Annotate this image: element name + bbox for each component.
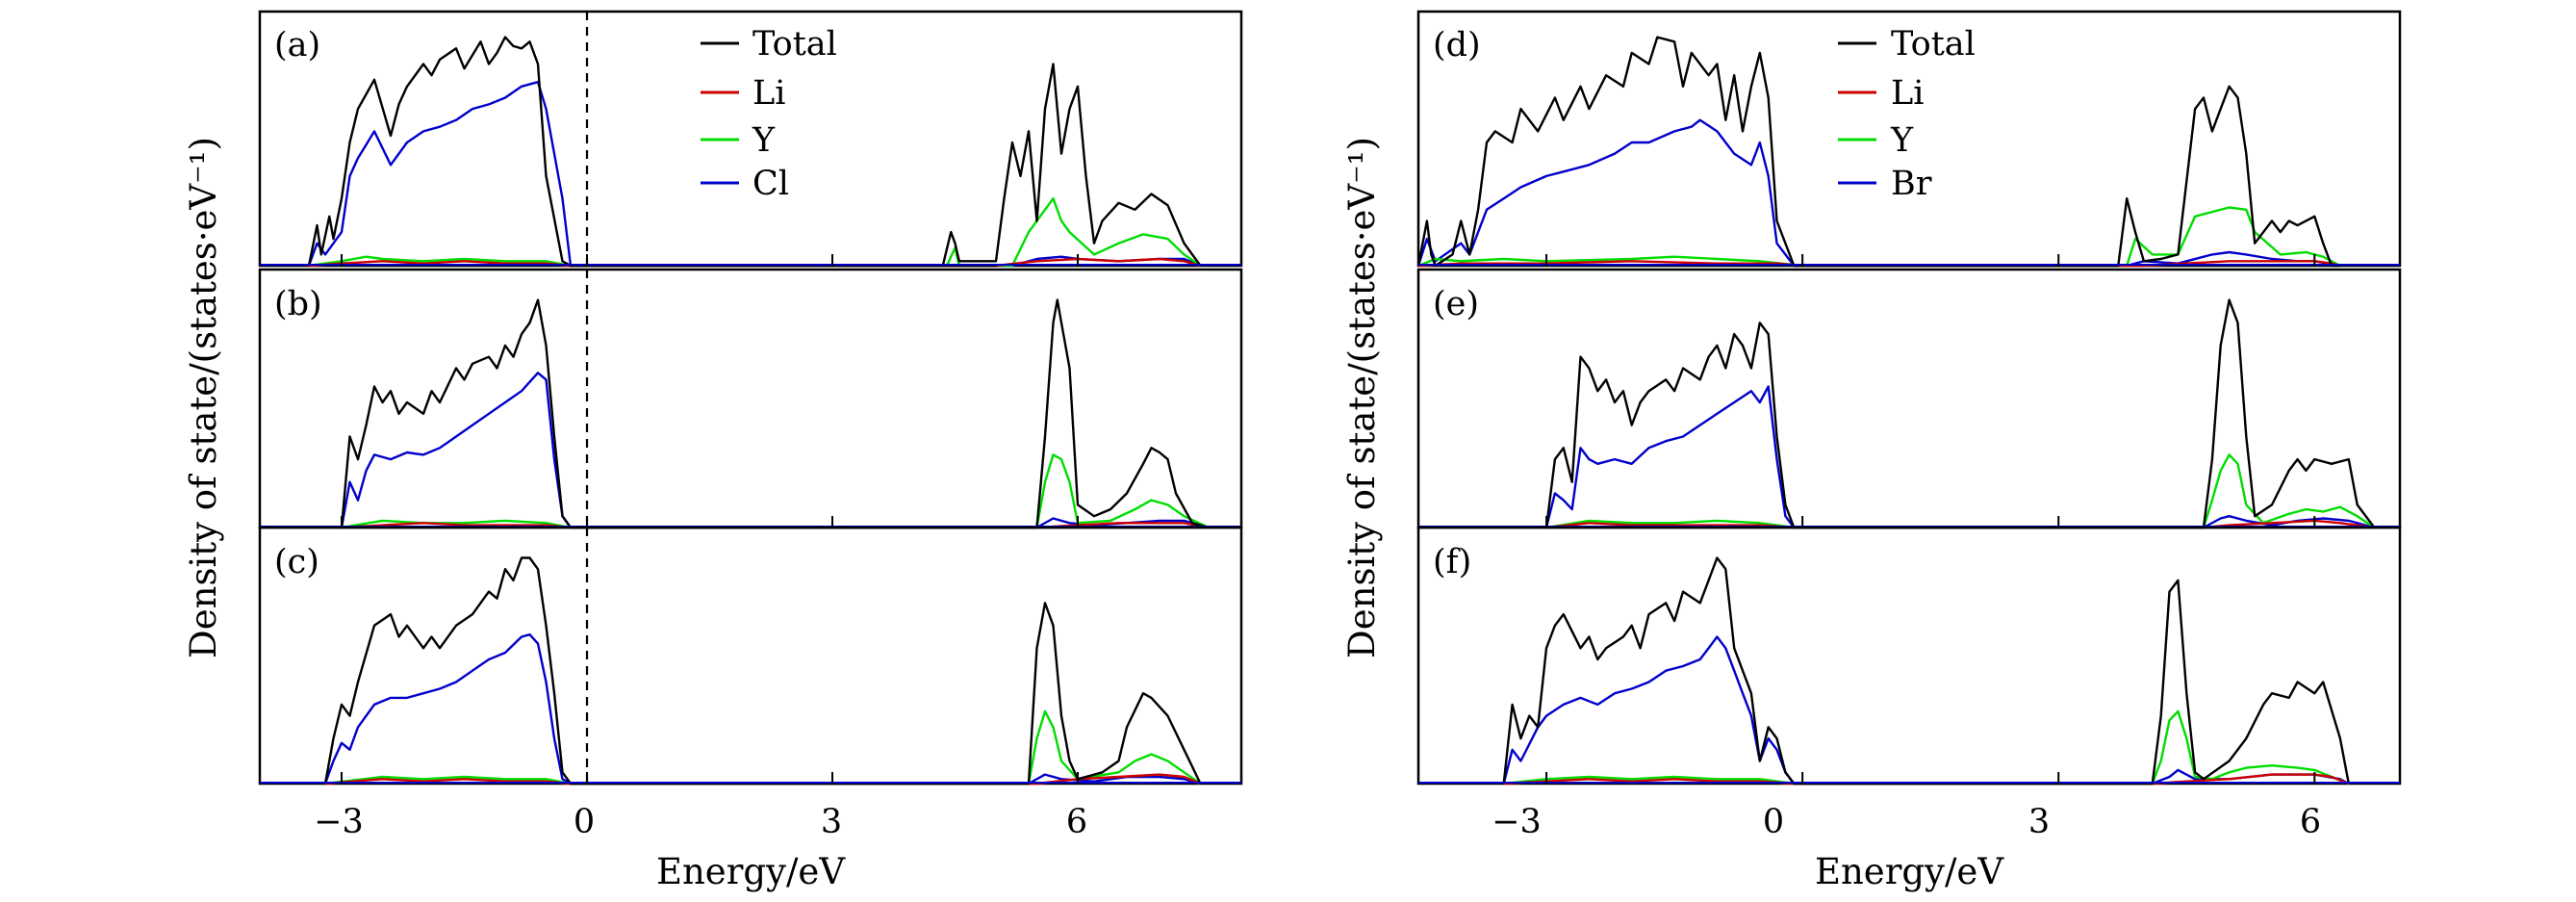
legend-label-y-right: Y (1890, 121, 1914, 160)
series-line-total-e (1544, 298, 2376, 529)
legend-label-li-right: Li (1891, 74, 1924, 113)
left-figure: (a) (b) (c) Total Li Y Cl −3 0 3 6 Energ… (183, 10, 1243, 892)
panel-c-curves (260, 528, 1241, 786)
legend-label-br: Br (1891, 165, 1932, 203)
panel-b-label: (b) (274, 285, 322, 323)
legend-label-li: Li (752, 74, 785, 113)
series-line-y-f (1503, 709, 2350, 786)
series-line-y-c (324, 709, 1202, 786)
right-x-axis-title: Energy/eV (1815, 851, 2004, 892)
panel-d-label: (d) (1433, 26, 1481, 64)
series-line-total-f (1502, 556, 2350, 786)
left-xtick-label-neg3: −3 (314, 803, 364, 841)
panel-f: (f) (1416, 526, 2402, 786)
series-line-cl-a (307, 80, 1201, 268)
series-line-y-b (341, 453, 1210, 529)
panel-e-label: (e) (1433, 285, 1479, 323)
right-xtick-label-3: 3 (2028, 803, 2050, 841)
panel-f-label: (f) (1433, 543, 1471, 581)
legend-label-total-right: Total (1891, 25, 1976, 64)
series-line-br-d (1416, 118, 2341, 268)
right-y-axis-title: Density of state/(states·eV⁻¹) (1341, 137, 1383, 658)
right-xtick-label-0: 0 (1763, 803, 1784, 841)
left-x-axis-title: Energy/eV (656, 851, 846, 892)
panel-a-label: (a) (274, 26, 320, 64)
panel-f-curves (1418, 556, 2400, 786)
series-line-total-b (340, 298, 1210, 529)
right-xtick-label-6: 6 (2300, 803, 2321, 841)
left-legend: Total Li Y Cl (701, 25, 837, 203)
legend-label-cl: Cl (752, 165, 789, 203)
series-line-br-f (1502, 635, 2350, 786)
left-xtick-label-6: 6 (1066, 803, 1087, 841)
legend-label-y: Y (752, 121, 776, 160)
panel-c: (c) (258, 526, 1243, 786)
right-figure: (d) (e) (f) Total Li Y Br −3 0 3 6 Energ… (1341, 10, 2402, 892)
series-line-total-d (1416, 36, 2340, 268)
left-xtick-label-3: 3 (821, 803, 842, 841)
left-xtick-label-0: 0 (574, 803, 595, 841)
panel-d-curves (1416, 36, 2400, 268)
right-xtick-label-neg3: −3 (1492, 803, 1542, 841)
panel-d: (d) (1416, 10, 2402, 268)
series-line-total-c (323, 556, 1202, 786)
series-line-y-d (1417, 206, 2341, 268)
panel-a-curves (260, 12, 1241, 268)
series-line-total-a (307, 36, 1202, 268)
left-y-axis-title: Density of state/(states·eV⁻¹) (183, 137, 224, 658)
panel-c-label: (c) (274, 543, 319, 581)
right-legend: Total Li Y Br (1838, 25, 1976, 203)
legend-label-total: Total (752, 25, 837, 64)
series-line-br-e (1544, 385, 2375, 529)
panel-a: (a) (258, 10, 1243, 268)
series-line-y-e (1545, 453, 2376, 529)
